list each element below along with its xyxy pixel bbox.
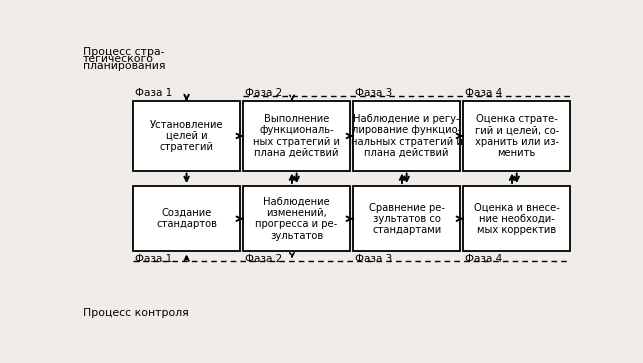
Text: Фаза 2: Фаза 2 bbox=[245, 88, 282, 98]
Text: Фаза 3: Фаза 3 bbox=[355, 88, 392, 98]
Bar bbox=[463, 101, 570, 171]
Bar bbox=[133, 186, 240, 252]
Text: тегического: тегического bbox=[83, 54, 154, 64]
Text: Установление
целей и
стратегий: Установление целей и стратегий bbox=[150, 120, 223, 152]
Text: Фаза 2: Фаза 2 bbox=[245, 254, 282, 264]
Bar bbox=[463, 186, 570, 252]
Bar bbox=[133, 101, 240, 171]
Bar bbox=[243, 186, 350, 252]
Text: Оценка страте-
гий и целей, со-
хранить или из-
менить: Оценка страте- гий и целей, со- хранить … bbox=[475, 114, 559, 158]
Text: Наблюдение и регу-
лирование функцио-
нальных стратегий и
плана действий: Наблюдение и регу- лирование функцио- на… bbox=[350, 114, 462, 158]
Text: Фаза 3: Фаза 3 bbox=[355, 254, 392, 264]
Text: Создание
стандартов: Создание стандартов bbox=[156, 208, 217, 229]
Text: Фаза 1: Фаза 1 bbox=[134, 88, 172, 98]
Bar bbox=[353, 101, 460, 171]
Text: Наблюдение
изменений,
прогресса и ре-
зультатов: Наблюдение изменений, прогресса и ре- зу… bbox=[255, 197, 338, 241]
Text: Фаза 1: Фаза 1 bbox=[134, 254, 172, 264]
Text: Оценка и внесе-
ние необходи-
мых корректив: Оценка и внесе- ние необходи- мых коррек… bbox=[474, 203, 559, 235]
Text: Сравнение ре-
зультатов со
стандартами: Сравнение ре- зультатов со стандартами bbox=[368, 203, 445, 235]
Text: Выполнение
функциональ-
ных стратегий и
плана действий: Выполнение функциональ- ных стратегий и … bbox=[253, 114, 340, 158]
Text: планирования: планирования bbox=[83, 61, 165, 71]
Text: Фаза 4: Фаза 4 bbox=[465, 254, 502, 264]
Bar bbox=[243, 101, 350, 171]
Text: Процесс стра-: Процесс стра- bbox=[83, 48, 164, 57]
Text: Процесс контроля: Процесс контроля bbox=[83, 308, 188, 318]
Bar bbox=[353, 186, 460, 252]
Text: Фаза 4: Фаза 4 bbox=[465, 88, 502, 98]
